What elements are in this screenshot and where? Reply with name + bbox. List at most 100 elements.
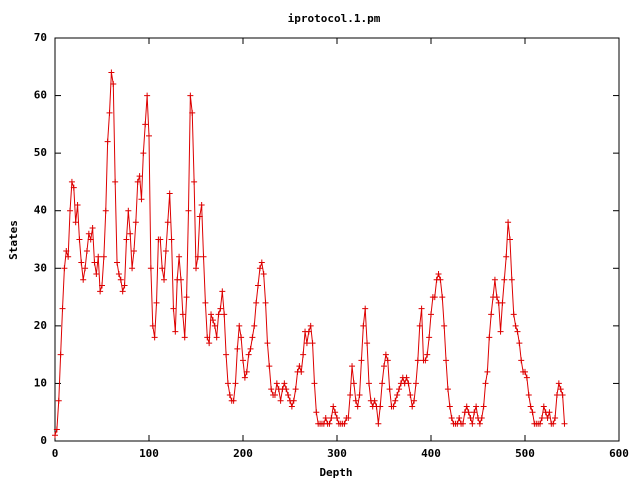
point <box>200 253 207 260</box>
line <box>54 72 565 436</box>
point <box>166 190 173 197</box>
point <box>469 420 476 427</box>
point <box>525 391 532 398</box>
point <box>232 380 239 387</box>
point <box>256 265 263 272</box>
point <box>260 271 267 278</box>
point <box>529 409 536 416</box>
point <box>298 368 305 375</box>
point <box>345 414 352 421</box>
point <box>185 207 192 214</box>
point <box>478 414 485 421</box>
point <box>503 253 510 260</box>
point <box>240 357 246 364</box>
x-axis-label: Depth <box>319 466 352 479</box>
point <box>544 414 551 421</box>
x-tick-label: 500 <box>515 447 535 460</box>
point <box>168 236 175 243</box>
point <box>443 357 450 364</box>
point <box>191 178 198 185</box>
point <box>68 178 75 185</box>
point <box>74 201 81 208</box>
point <box>213 334 220 341</box>
point <box>463 403 470 410</box>
x-tick-label: 0 <box>52 447 59 460</box>
point <box>70 184 77 191</box>
point <box>506 236 513 243</box>
point <box>405 380 412 387</box>
point <box>313 409 320 416</box>
y-axis-label: States <box>7 220 20 260</box>
point <box>448 414 455 421</box>
point <box>283 386 290 393</box>
point <box>484 368 491 375</box>
point <box>341 420 348 427</box>
y-tick-label: 40 <box>34 204 47 217</box>
point <box>446 403 453 410</box>
point <box>480 403 487 410</box>
point <box>194 253 201 260</box>
point <box>243 368 250 375</box>
point <box>459 420 466 427</box>
point <box>555 380 562 387</box>
point <box>115 271 122 278</box>
point <box>245 351 252 358</box>
point <box>296 363 303 370</box>
point <box>241 374 248 381</box>
point <box>403 374 410 381</box>
point <box>471 409 478 416</box>
point <box>499 299 506 306</box>
point <box>183 294 190 301</box>
point <box>65 253 72 260</box>
point <box>262 299 269 306</box>
point <box>181 334 188 341</box>
point <box>157 236 164 243</box>
point <box>277 397 284 404</box>
point <box>561 420 568 427</box>
point <box>300 351 307 358</box>
point <box>512 322 519 329</box>
point <box>546 409 553 416</box>
plot-frame <box>54 37 620 442</box>
chart-title: iprotocol.1.pm <box>288 12 381 25</box>
point <box>121 282 128 289</box>
point <box>362 305 369 312</box>
point <box>392 397 399 404</box>
y-tick-label: 30 <box>34 261 47 274</box>
point <box>102 207 109 214</box>
point <box>414 357 421 364</box>
point <box>172 328 179 335</box>
point <box>251 322 258 329</box>
point <box>426 334 433 341</box>
point <box>95 253 102 260</box>
point <box>497 328 504 335</box>
point <box>386 386 393 393</box>
point <box>153 299 160 306</box>
point <box>285 391 292 398</box>
point <box>264 340 271 347</box>
point <box>142 121 149 128</box>
point <box>328 414 335 421</box>
point <box>473 403 480 410</box>
point <box>234 345 241 352</box>
point <box>465 409 472 416</box>
point <box>538 414 545 421</box>
point <box>354 403 361 410</box>
point <box>215 311 222 318</box>
point <box>106 109 113 116</box>
point <box>514 328 521 335</box>
point <box>334 414 340 421</box>
point <box>196 213 203 220</box>
point <box>441 322 448 329</box>
point <box>82 265 89 272</box>
point <box>418 305 425 312</box>
point <box>390 403 397 410</box>
point <box>422 357 429 364</box>
point <box>249 334 256 341</box>
point <box>83 248 90 255</box>
point <box>309 340 316 347</box>
point <box>100 253 107 260</box>
x-tick-label: 200 <box>233 447 253 460</box>
point <box>209 317 216 324</box>
